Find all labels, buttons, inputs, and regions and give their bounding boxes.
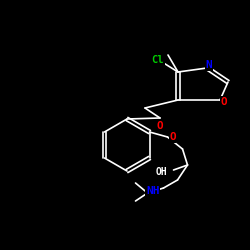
- Text: O: O: [156, 121, 164, 131]
- Text: OH: OH: [156, 167, 168, 177]
- Text: Cl: Cl: [152, 55, 164, 65]
- Text: N: N: [206, 60, 212, 70]
- Text: O: O: [169, 132, 176, 142]
- Text: NH: NH: [146, 186, 160, 196]
- Text: O: O: [221, 97, 228, 107]
